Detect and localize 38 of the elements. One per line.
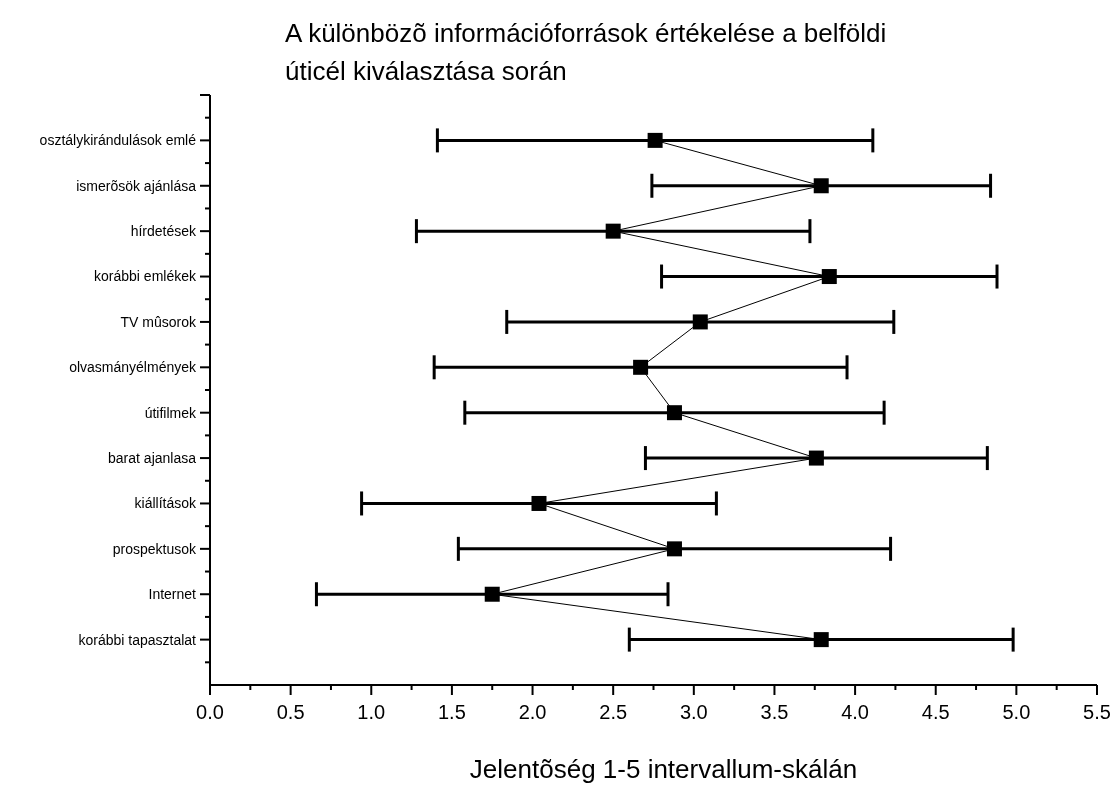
- y-tick-label: TV mûsorok: [120, 313, 197, 330]
- point: [484, 586, 500, 602]
- point: [666, 541, 682, 557]
- point: [692, 314, 708, 330]
- point: [531, 495, 547, 511]
- x-tick-label: 5.5: [1083, 701, 1110, 723]
- x-tick-label: 5.0: [1002, 701, 1031, 723]
- point: [633, 359, 649, 375]
- x-tick-label: 4.0: [841, 701, 869, 723]
- x-tick-label: 3.0: [679, 701, 708, 723]
- x-tick-label: 2.0: [518, 701, 547, 723]
- y-tick-label: Internet: [148, 586, 197, 603]
- point: [813, 178, 829, 194]
- x-tick-label: 2.5: [599, 701, 628, 723]
- y-tick-label: útifilmek: [144, 404, 197, 421]
- x-tick-label: 0.5: [276, 701, 305, 723]
- y-tick-label: kiállítások: [134, 495, 197, 512]
- y-tick-label: barat ajanlasa: [108, 449, 197, 466]
- point: [647, 132, 663, 148]
- point: [666, 405, 682, 421]
- y-tick-label: osztálykirándulások emlé: [39, 132, 197, 149]
- y-tick-label: prospektusok: [112, 540, 197, 557]
- point: [821, 269, 837, 285]
- point: [605, 223, 621, 239]
- point: [813, 632, 829, 648]
- x-tick-label: 1.5: [438, 701, 466, 723]
- y-tick-label: korábbi emlékek: [94, 268, 197, 285]
- x-axis-title: Jelentõség 1-5 intervallum-skálán: [469, 754, 858, 784]
- x-tick-label: 3.5: [760, 701, 789, 723]
- y-tick-label: ismerõsök ajánlása: [76, 177, 197, 194]
- chart-title: A különbözõ információforrások értékelése a belföldi úticél kiválasztása során: [285, 18, 887, 86]
- y-tick-label: olvasmányélmények: [69, 359, 197, 376]
- y-tick-label: hírdetések: [130, 223, 197, 240]
- x-tick-label: 0.0: [196, 701, 224, 723]
- y-tick-label: korábbi tapasztalat: [78, 631, 197, 648]
- x-tick-label: 4.5: [921, 701, 950, 723]
- x-tick-label: 1.0: [357, 701, 386, 723]
- point: [808, 450, 824, 466]
